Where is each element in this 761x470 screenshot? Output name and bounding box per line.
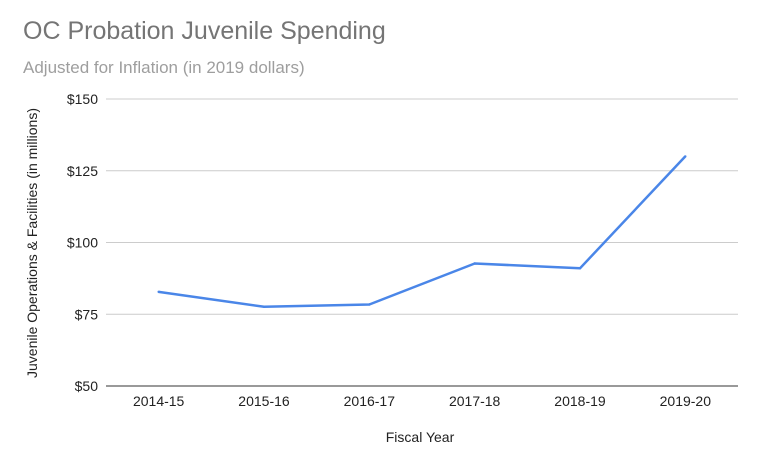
y-tick-label: $125 [67,163,98,179]
x-tick-label: 2014-15 [133,393,185,409]
y-tick-label: $150 [67,91,98,107]
data-point [684,155,687,158]
y-tick-label: $100 [67,235,98,251]
y-axis-title: Juvenile Operations & Facilities (in mil… [24,108,40,378]
series-line [158,155,687,309]
x-tick-label: 2018-19 [554,393,606,409]
chart-subtitle: Adjusted for Inflation (in 2019 dollars) [23,58,305,77]
data-point [368,303,371,306]
data-point [157,290,160,294]
y-tick-label: $75 [75,306,99,322]
y-tick-label: $50 [75,378,99,394]
x-tick-label: 2015-16 [238,393,290,409]
x-tick-label: 2017-18 [449,393,501,409]
data-point [262,305,266,308]
x-tick-label: 2016-17 [344,393,396,409]
x-axis-ticks: 2014-15 2015-16 2016-17 2017-18 2018-19 2019-… [133,393,711,409]
y-axis-ticks: $50 $75 $100 $125 $150 [67,91,98,394]
series-layer [157,155,687,309]
data-point [473,262,476,265]
x-tick-label: 2019-20 [660,393,712,409]
data-point [578,267,582,270]
gridlines [106,98,738,387]
x-axis-title: Fiscal Year [386,429,455,445]
chart-title: OC Probation Juvenile Spending [23,17,386,45]
